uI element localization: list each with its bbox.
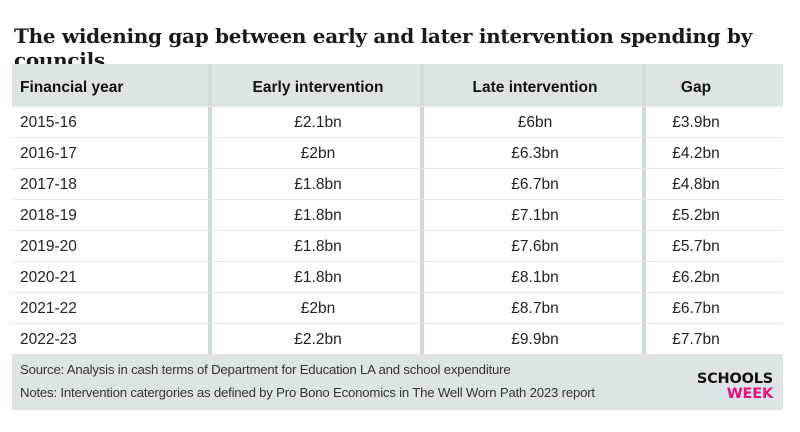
table-row: 2019-20 £1.8bn £7.6bn £5.7bn xyxy=(12,230,783,261)
cell-early-intervention: £1.8bn xyxy=(294,207,342,224)
cell-early-intervention: £2.2bn xyxy=(294,331,342,348)
cell-late-intervention: £6bn xyxy=(517,114,553,131)
cell-financial-year: 2017-18 xyxy=(20,176,77,193)
cell-financial-year: 2020-21 xyxy=(20,269,77,286)
cell-late-intervention: £8.1bn xyxy=(511,269,559,286)
cell-gap: £4.2bn xyxy=(672,145,720,162)
logo-line-1: SCHOOLS xyxy=(696,371,773,387)
cell-late-intervention: £9.9bn xyxy=(511,331,559,348)
table-row: 2015-16 £2.1bn £6bn £3.9bn xyxy=(12,106,783,137)
header-gap: Gap xyxy=(680,79,712,96)
chart-title: The widening gap between early and later… xyxy=(14,24,753,72)
cell-early-intervention: £1.8bn xyxy=(294,176,342,193)
table-header-row: Financial year Early intervention Late i… xyxy=(12,64,783,106)
table-row: 2018-19 £1.8bn £7.1bn £5.2bn xyxy=(12,199,783,230)
cell-late-intervention: £7.6bn xyxy=(511,238,559,255)
cell-early-intervention: £2.1bn xyxy=(294,114,342,131)
cell-early-intervention: £2bn xyxy=(300,145,336,162)
cell-financial-year: 2022-23 xyxy=(20,331,77,348)
cell-late-intervention: £6.3bn xyxy=(511,145,559,162)
column-divider xyxy=(208,64,212,354)
footer: Source: Analysis in cash terms of Depart… xyxy=(12,354,783,410)
cell-financial-year: 2018-19 xyxy=(20,207,77,224)
cell-early-intervention: £1.8bn xyxy=(294,269,342,286)
cell-late-intervention: £7.1bn xyxy=(511,207,559,224)
source-note: Source: Analysis in cash terms of Depart… xyxy=(20,362,511,377)
column-divider xyxy=(420,64,424,354)
cell-gap: £5.2bn xyxy=(672,207,720,224)
cell-late-intervention: £8.7bn xyxy=(511,300,559,317)
logo-line-2: WEEK xyxy=(726,386,773,402)
cell-gap: £4.8bn xyxy=(672,176,720,193)
cell-gap: £6.2bn xyxy=(672,269,720,286)
table-row: 2021-22 £2bn £8.7bn £6.7bn xyxy=(12,292,783,323)
data-table: Financial year Early intervention Late i… xyxy=(12,64,783,354)
header-financial-year: Financial year xyxy=(20,79,124,96)
cell-financial-year: 2016-17 xyxy=(20,145,77,162)
header-late-intervention: Late intervention xyxy=(472,79,598,96)
cell-financial-year: 2021-22 xyxy=(20,300,77,317)
cell-financial-year: 2015-16 xyxy=(20,114,77,131)
cell-gap: £6.7bn xyxy=(672,300,720,317)
table-row: 2020-21 £1.8bn £8.1bn £6.2bn xyxy=(12,261,783,292)
cell-late-intervention: £6.7bn xyxy=(511,176,559,193)
schools-week-logo: SCHOOLS WEEK xyxy=(683,372,773,402)
header-early-intervention: Early intervention xyxy=(252,79,384,96)
cell-early-intervention: £2bn xyxy=(300,300,336,317)
table-row: 2016-17 £2bn £6.3bn £4.2bn xyxy=(12,137,783,168)
table-row: 2017-18 £1.8bn £6.7bn £4.8bn xyxy=(12,168,783,199)
cell-early-intervention: £1.8bn xyxy=(294,238,342,255)
column-divider xyxy=(642,64,646,354)
cell-gap: £5.7bn xyxy=(672,238,720,255)
cell-gap: £7.7bn xyxy=(672,331,720,348)
table-row: 2022-23 £2.2bn £9.9bn £7.7bn xyxy=(12,323,783,354)
notes-text: Notes: Intervention catergories as defin… xyxy=(20,385,595,400)
cell-financial-year: 2019-20 xyxy=(20,238,77,255)
cell-gap: £3.9bn xyxy=(672,114,720,131)
